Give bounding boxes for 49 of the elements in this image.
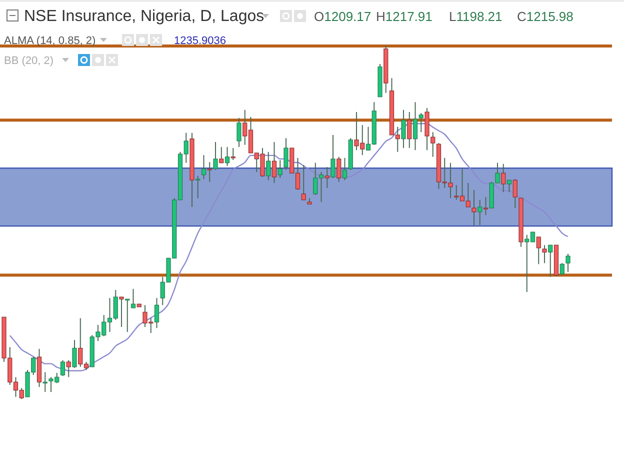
candlestick [560, 262, 564, 276]
annotation: 1235.9036 [174, 35, 226, 47]
candlestick [213, 142, 218, 170]
candlestick [219, 146, 224, 164]
candlestick [412, 102, 418, 151]
candlestick [266, 151, 271, 181]
candlestick [60, 360, 66, 377]
candlestick [207, 162, 212, 182]
candlestick [536, 236, 541, 265]
candlestick [284, 138, 288, 170]
candlestick [548, 244, 553, 278]
candlestick [230, 148, 236, 161]
candlestick [342, 157, 348, 181]
candlestick [407, 112, 412, 149]
text: O1209.17 [314, 9, 372, 24]
annotation: BB (20, 2) [4, 55, 54, 67]
candlestick [418, 112, 424, 133]
text: L1198.21 [449, 9, 502, 24]
candlestick [472, 190, 476, 227]
candlestick [501, 163, 506, 193]
candlestick [401, 109, 406, 149]
candlestick [72, 340, 77, 368]
candlestick [201, 154, 206, 180]
candlestick [301, 164, 306, 200]
candlestick [483, 196, 488, 216]
candlestick [506, 180, 512, 193]
candlestick [224, 146, 230, 167]
candlestick [278, 160, 282, 179]
candlestick [330, 134, 336, 179]
candlestick [430, 132, 436, 158]
candlestick [336, 156, 342, 182]
candlestick [66, 360, 71, 378]
text: ALMA (14, 0.85, 2) [4, 35, 96, 47]
chart-title: NSE Insurance, Nigeria, D, Lagos [24, 8, 264, 25]
candlestick [196, 175, 200, 199]
candlestick [566, 253, 570, 272]
candlestick [478, 199, 482, 226]
candlestick [42, 372, 48, 392]
candlestick [324, 166, 330, 188]
candlestick [542, 244, 547, 264]
candlestick [130, 288, 136, 308]
candlestick [125, 298, 130, 332]
text: C1215.98 [517, 9, 574, 24]
candlestick [119, 296, 124, 328]
candlestick [512, 178, 518, 209]
candlestick [272, 142, 277, 184]
candlestick [236, 118, 242, 148]
text: H1217.91 [376, 9, 432, 24]
candlestick [154, 298, 160, 329]
